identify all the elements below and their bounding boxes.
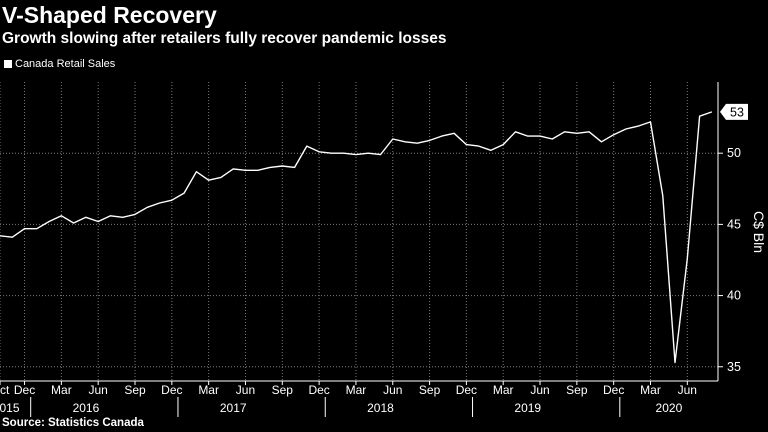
x-tick-label: Jun [530, 383, 549, 397]
x-tick-label: Mar [198, 383, 219, 397]
x-tick-label: Dec [14, 383, 35, 397]
last-value-box [720, 103, 748, 120]
year-label: 2019 [514, 401, 541, 415]
x-tick-label: Mar [493, 383, 514, 397]
legend-label: Canada Retail Sales [15, 58, 116, 70]
x-tick-label: Sep [124, 383, 146, 397]
x-tick-label: Jun [89, 383, 108, 397]
year-label: 2015 [0, 401, 20, 415]
year-label: 2016 [73, 401, 100, 415]
x-tick-label: Sep [566, 383, 588, 397]
y-tick-label: 40 [727, 289, 741, 303]
y-tick-label: 50 [727, 146, 741, 160]
x-tick-label: Sep [419, 383, 441, 397]
x-tick-label: Dec [161, 383, 182, 397]
x-tick-label: Mar [51, 383, 72, 397]
year-label: 2018 [367, 401, 394, 415]
x-tick-label: Mar [346, 383, 367, 397]
chart-title: V-Shaped Recovery [2, 2, 217, 28]
chart-subtitle: Growth slowing after retailers fully rec… [2, 30, 447, 47]
series-line [0, 111, 713, 364]
y-tick-label: 35 [727, 360, 741, 374]
x-tick-label: Jun [678, 383, 697, 397]
y-axis-title: C$ Bln [751, 211, 767, 253]
year-label: 2017 [220, 401, 247, 415]
x-tick-label: Sep [272, 383, 294, 397]
source-note: Source: Statistics Canada [2, 417, 144, 429]
x-tick-label: Dec [308, 383, 329, 397]
last-value-label: 53 [730, 105, 744, 119]
x-tick-label: Mar [640, 383, 661, 397]
x-tick-label: Jun [383, 383, 402, 397]
y-tick-label: 45 [727, 217, 741, 231]
x-tick-label: Dec [456, 383, 477, 397]
year-label: 2020 [656, 401, 683, 415]
x-tick-label: Jun [236, 383, 255, 397]
x-tick-label: Dec [603, 383, 624, 397]
legend: Canada Retail Sales [4, 58, 115, 70]
legend-swatch [4, 60, 12, 68]
x-tick-label: Oct [0, 383, 10, 397]
